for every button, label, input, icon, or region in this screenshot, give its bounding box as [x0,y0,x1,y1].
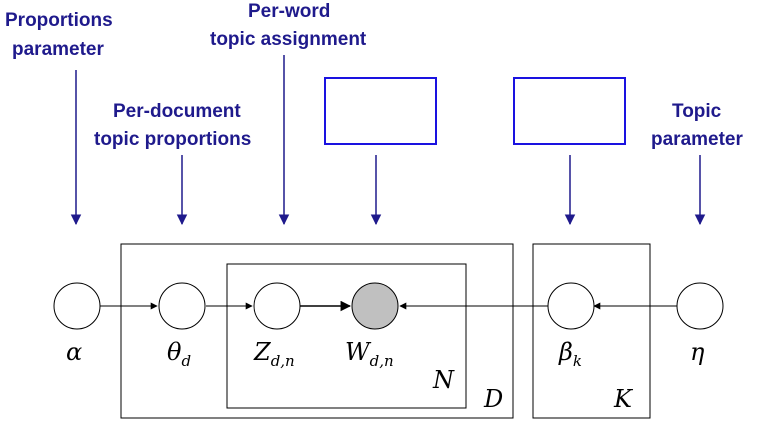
plate-label-n: N [432,366,455,394]
symbol-theta: θd [167,338,191,370]
plate-d [120,243,514,419]
node-beta [547,282,595,330]
symbol-eta: η [690,338,705,366]
plate-label-d: D [483,385,503,413]
empty-label-box-w [324,77,437,145]
symbol-z: Zd,n [253,338,295,370]
plate-label-k: K [613,385,634,413]
node-alpha [53,282,101,330]
node-theta [158,282,206,330]
plate-k [532,243,651,419]
symbol-beta: βk [558,338,582,370]
node-eta [676,282,724,330]
symbol-alpha: α [66,338,82,366]
plate-n [226,263,467,409]
symbol-w: Wd,n [345,338,394,370]
label-topic-parameter: Topic parameter [651,101,743,150]
label-per-document-topic-proportions: Per-document topic proportions [94,101,251,150]
label-per-word-topic-assignment: Per-word topic assignment [210,1,367,50]
empty-label-box-beta [513,77,626,145]
node-z [253,282,301,330]
node-w-observed [351,282,399,330]
label-proportions-parameter: Proportions parameter [5,10,118,60]
